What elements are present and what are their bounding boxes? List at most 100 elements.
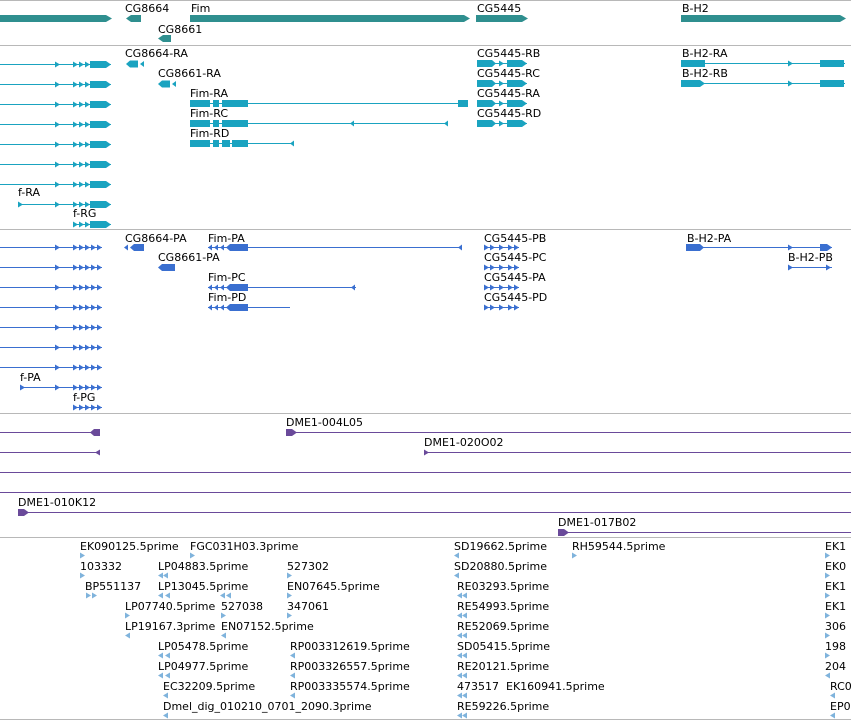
est-label: RE52069.5prime — [457, 620, 549, 633]
protein-feature — [514, 284, 519, 291]
est-label: RC0 — [830, 680, 851, 693]
protein-feature — [79, 364, 84, 371]
protein-feature — [514, 304, 519, 311]
protein-feature — [508, 304, 513, 311]
est-feature — [290, 652, 295, 659]
transcript-exon — [477, 100, 496, 107]
est-feature — [163, 692, 168, 699]
protein-feature — [226, 244, 248, 251]
est-label: RE20121.5prime — [457, 660, 549, 673]
est-feature — [165, 592, 170, 599]
protein-track[interactable]: CG8664-PA CG8661-PA Fim-PA Fim-PC Fim-PD… — [0, 232, 833, 411]
est-label: EK1 — [825, 540, 846, 553]
transcript-exon — [190, 100, 210, 107]
est-label: LP05478.5prime — [158, 640, 249, 653]
protein-feature — [79, 284, 84, 291]
clone-end — [95, 449, 100, 456]
protein-feature — [499, 264, 504, 271]
transcript-feature — [788, 80, 793, 87]
est-label: RE03293.5prime — [457, 580, 549, 593]
est-label: BP551137 — [85, 580, 141, 593]
gene-feature — [0, 15, 112, 22]
transcript-feature — [79, 61, 84, 68]
transcript-feature — [55, 81, 60, 88]
est-feature — [158, 652, 163, 659]
transcript-track[interactable]: CG8664-RA CG8661-RA Fim-RA Fim-RC Fim-RD… — [0, 47, 845, 228]
protein-feature — [508, 244, 513, 251]
transcript-exon — [90, 101, 111, 108]
protein-feature — [91, 244, 96, 251]
protein-label: f-PA — [20, 371, 41, 384]
est-label: EK160941.5prime — [506, 680, 605, 693]
est-feature — [165, 652, 170, 659]
protein-feature — [508, 264, 513, 271]
protein-label: CG5445-PC — [484, 251, 547, 264]
transcript-feature — [444, 120, 448, 127]
transcript-feature — [140, 61, 144, 67]
protein-feature — [79, 404, 84, 411]
clone-track[interactable]: DME1-004L05 DME1-020O02 DME1-010K12 DME1… — [0, 416, 851, 536]
transcript-feature — [85, 221, 90, 228]
transcript-label: B-H2-RB — [682, 67, 728, 80]
est-label: EK0 — [825, 560, 846, 573]
est-feature — [220, 592, 225, 599]
protein-feature — [85, 404, 90, 411]
protein-feature — [91, 364, 96, 371]
protein-feature — [91, 304, 96, 311]
transcript-feature — [73, 141, 78, 148]
protein-feature — [97, 264, 102, 271]
protein-label: B-H2-PB — [788, 251, 833, 264]
protein-label: CG5445-PB — [484, 232, 546, 245]
gene-track[interactable]: CG8664 Fim CG8661 CG5445 B-H2 — [0, 2, 846, 42]
transcript-exon — [820, 60, 844, 67]
protein-feature — [55, 324, 60, 331]
transcript-exon — [190, 120, 210, 127]
gene-label: CG8661 — [158, 23, 202, 36]
protein-feature — [788, 264, 793, 271]
protein-label: f-PG — [73, 391, 95, 404]
gene-label: B-H2 — [682, 2, 709, 15]
transcript-exon — [222, 140, 230, 147]
protein-label: B-H2-PA — [687, 232, 732, 245]
protein-feature — [73, 364, 78, 371]
protein-feature — [73, 344, 78, 351]
protein-feature — [514, 244, 519, 251]
clone-label: DME1-017B02 — [558, 516, 636, 529]
est-label: LP07740.5prime — [125, 600, 216, 613]
protein-feature — [458, 244, 462, 251]
est-feature — [457, 692, 462, 699]
protein-feature — [214, 304, 218, 311]
transcript-feature — [499, 100, 504, 107]
protein-feature — [91, 284, 96, 291]
est-feature — [462, 592, 467, 599]
protein-feature — [73, 324, 78, 331]
transcript-feature — [73, 101, 78, 108]
est-feature — [221, 632, 226, 639]
transcript-exon — [820, 80, 844, 87]
transcript-feature — [79, 201, 84, 208]
protein-label: CG8664-PA — [125, 232, 187, 245]
transcript-feature — [73, 201, 78, 208]
est-feature — [125, 612, 130, 619]
protein-label: CG5445-PD — [484, 291, 547, 304]
est-label: SD19662.5prime — [454, 540, 547, 553]
est-label: 204 — [825, 660, 846, 673]
est-label: RE59226.5prime — [457, 700, 549, 713]
transcript-feature — [73, 161, 78, 168]
protein-feature — [85, 384, 90, 391]
transcript-exon — [90, 81, 111, 88]
est-feature — [454, 552, 459, 559]
clone-end — [424, 449, 429, 456]
transcript-feature — [79, 101, 84, 108]
gene-feature — [190, 15, 470, 22]
protein-feature — [97, 344, 102, 351]
est-track[interactable]: EK090125.5prime FGC031H03.3prime 103332 … — [80, 540, 851, 719]
est-feature — [190, 552, 195, 559]
protein-feature — [79, 304, 84, 311]
transcript-exon — [90, 61, 111, 68]
protein-feature — [97, 384, 102, 391]
est-label: RE54993.5prime — [457, 600, 549, 613]
est-feature — [462, 632, 467, 639]
